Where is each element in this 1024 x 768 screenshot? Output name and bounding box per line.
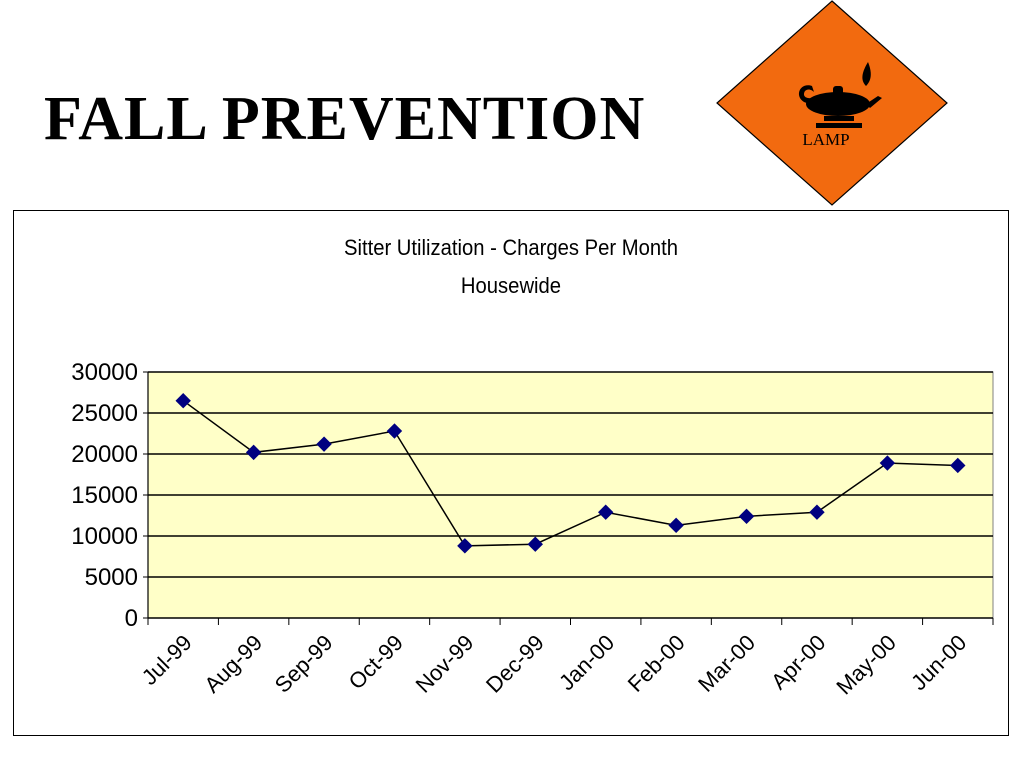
oil-lamp-icon <box>798 62 882 128</box>
x-tick-label: Oct-99 <box>344 630 408 694</box>
lamp-logo: LAMP <box>716 0 948 206</box>
x-tick-label: Dec-99 <box>481 630 549 698</box>
data-point <box>668 517 684 534</box>
data-point <box>809 504 825 520</box>
x-tick-label: Sep-99 <box>270 630 338 698</box>
line-chart: 0 5000 10000 15000 20000 25000 30000 Jul-99 Aug-… <box>71 359 994 700</box>
x-tick-label: Jul-99 <box>137 630 197 690</box>
x-tick-label: May-00 <box>831 630 901 700</box>
x-tick-label: Jun-00 <box>906 630 971 695</box>
data-point <box>527 536 543 552</box>
data-point <box>950 457 966 474</box>
y-tick-label: 5000 <box>85 564 138 591</box>
data-point <box>738 508 755 525</box>
y-tick-label: 20000 <box>71 441 138 468</box>
x-tick-label: Mar-00 <box>693 630 760 697</box>
x-tick-label: Jan-00 <box>554 630 619 695</box>
y-tick-label: 25000 <box>71 400 138 427</box>
series-line <box>182 400 958 547</box>
logo-text: LAMP <box>802 130 849 149</box>
x-tick-label: Nov-99 <box>411 630 479 698</box>
data-point <box>457 538 473 554</box>
data-point <box>879 455 896 471</box>
y-tick-label: 30000 <box>71 359 138 386</box>
x-tick-label: Feb-00 <box>623 630 690 697</box>
data-point <box>175 392 191 409</box>
y-tick-label: 0 <box>125 605 138 632</box>
chart-subtitle: Housewide <box>460 273 562 298</box>
chart-title: Sitter Utilization - Charges Per Month <box>343 235 679 260</box>
x-tick-label: Apr-00 <box>766 630 830 694</box>
data-point <box>386 423 403 439</box>
chart-frame: Sitter Utilization - Charges Per Month H… <box>13 210 1009 736</box>
data-point <box>245 444 262 461</box>
x-tick-label: Aug-99 <box>199 630 267 698</box>
data-point <box>316 436 332 452</box>
y-tick-label: 10000 <box>71 523 138 550</box>
slide-title: FALL PREVENTION <box>44 85 646 153</box>
data-point <box>598 504 614 520</box>
y-tick-label: 15000 <box>71 482 138 509</box>
